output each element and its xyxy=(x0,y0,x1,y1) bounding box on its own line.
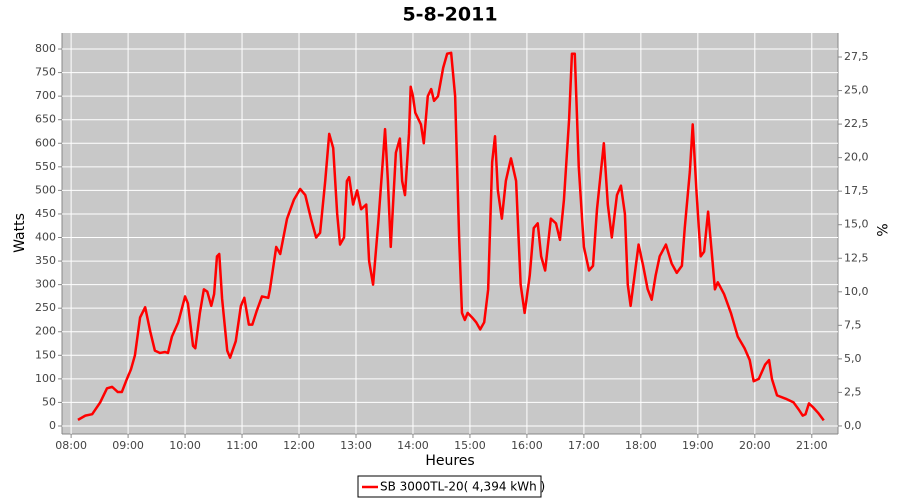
y2-tick-label: 10,0 xyxy=(844,285,869,298)
y-tick-label: 300 xyxy=(35,278,56,291)
y-tick-label: 0 xyxy=(49,419,56,432)
x-tick-label: 16:00 xyxy=(511,439,543,452)
x-tick-label: 10:00 xyxy=(169,439,201,452)
y-tick-label: 200 xyxy=(35,325,56,338)
legend-label: SB 3000TL-20( 4,394 kWh ) xyxy=(380,480,545,494)
y-tick-label: 100 xyxy=(35,372,56,385)
y-tick-label: 800 xyxy=(35,42,56,55)
legend-box xyxy=(357,475,542,498)
y2-tick-label: 22,5 xyxy=(844,117,869,130)
y-tick-label: 650 xyxy=(35,113,56,126)
y-tick-label: 400 xyxy=(35,231,56,244)
y2-tick-label: 12,5 xyxy=(844,251,869,264)
y2-tick-label: 17,5 xyxy=(844,184,869,197)
y2-tick-label: 20,0 xyxy=(844,151,869,164)
y-tick-label: 600 xyxy=(35,136,56,149)
y-tick-label: 450 xyxy=(35,207,56,220)
chart-title: 5-8-2011 xyxy=(402,4,497,26)
y2-axis-label: % xyxy=(873,223,889,236)
y-tick-label: 50 xyxy=(42,395,56,408)
data-line xyxy=(77,51,825,422)
y2-tick-label: 7,5 xyxy=(844,318,862,331)
y2-tick-label: 5,0 xyxy=(844,352,862,365)
x-tick-label: 08:00 xyxy=(55,439,87,452)
y2-tick-label: 25,0 xyxy=(844,84,869,97)
x-tick-label: 11:00 xyxy=(226,439,258,452)
y2-tick-label: 27,5 xyxy=(844,50,869,63)
x-tick-label: 18:00 xyxy=(625,439,657,452)
y-tick-label: 500 xyxy=(35,183,56,196)
y2-tick-label: 0,0 xyxy=(844,419,862,432)
x-tick-label: 20:00 xyxy=(739,439,771,452)
y-tick-label: 350 xyxy=(35,254,56,267)
y2-tick-label: 2,5 xyxy=(844,385,862,398)
y-tick-label: 750 xyxy=(35,66,56,79)
y-tick-label: 550 xyxy=(35,160,56,173)
y-tick-label: 150 xyxy=(35,348,56,361)
x-tick-label: 19:00 xyxy=(682,439,714,452)
x-tick-label: 15:00 xyxy=(454,439,486,452)
x-tick-label: 13:00 xyxy=(340,439,372,452)
y-axis-label: Watts xyxy=(12,213,28,253)
y2-tick-label: 15,0 xyxy=(844,218,869,231)
x-tick-label: 21:00 xyxy=(796,439,828,452)
y-tick-label: 250 xyxy=(35,301,56,314)
x-tick-label: 09:00 xyxy=(112,439,144,452)
plot-area xyxy=(62,33,838,434)
x-axis-label: Heures xyxy=(425,453,474,469)
x-tick-label: 17:00 xyxy=(568,439,600,452)
x-tick-label: 14:00 xyxy=(397,439,429,452)
x-tick-label: 12:00 xyxy=(283,439,315,452)
y-tick-label: 700 xyxy=(35,89,56,102)
